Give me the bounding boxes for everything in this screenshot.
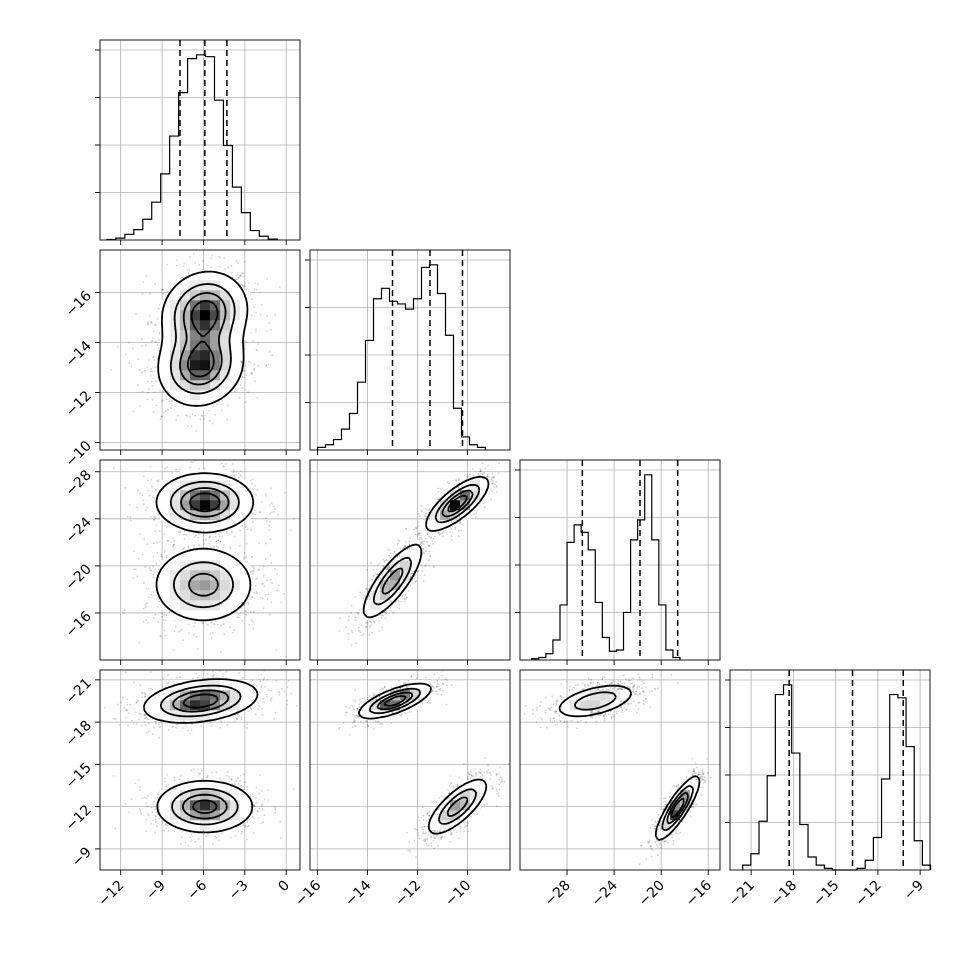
panel-frame — [309, 249, 511, 451]
contour-level-2 — [171, 689, 230, 820]
contour-level-2 — [381, 489, 474, 595]
density-panel-2-0 — [95, 459, 301, 665]
contour-level-3 — [182, 693, 219, 814]
contour-level-0 — [362, 476, 490, 619]
histogram-steps-1 — [316, 264, 487, 450]
contour-level-1 — [169, 480, 240, 609]
histogram-steps-2 — [531, 474, 681, 660]
histogram-steps-3 — [742, 684, 932, 871]
panel-frame — [309, 669, 511, 871]
density-panel-3-1 — [309, 669, 511, 875]
contour-level-2 — [179, 292, 227, 386]
panel-frame — [519, 669, 721, 871]
contour-level-0 — [558, 684, 701, 841]
contour-level-3 — [186, 300, 219, 378]
contour-level-0 — [157, 270, 249, 407]
contour-level-1 — [160, 684, 242, 826]
contour-level-2 — [666, 791, 689, 825]
contour-level-2 — [376, 691, 469, 817]
density-panel-3-0 — [95, 669, 301, 875]
panel-frame — [99, 39, 301, 241]
contour-level-2 — [180, 487, 230, 597]
density-fill — [160, 270, 251, 411]
panel-frame — [309, 459, 511, 661]
contour-level-0 — [358, 682, 488, 835]
density-content — [100, 670, 300, 870]
panel-frame — [729, 669, 931, 871]
density-panel-3-2 — [519, 669, 721, 875]
histogram-panel-3 — [725, 669, 932, 875]
density-panel-1-0 — [95, 249, 301, 455]
contour-level-1 — [574, 691, 694, 832]
panel-frame — [519, 459, 721, 661]
histogram-panel-0 — [95, 39, 301, 245]
contour-level-0 — [142, 678, 259, 834]
contour-level-3 — [189, 492, 221, 513]
contour-level-1 — [372, 483, 481, 606]
histogram-panel-1 — [305, 249, 511, 455]
density-content — [310, 670, 510, 870]
panel-frame — [99, 459, 301, 661]
panel-frame — [99, 669, 301, 871]
density-fill — [150, 470, 261, 621]
contour-level-3 — [383, 695, 407, 707]
density-panel-2-1 — [309, 459, 511, 665]
contour-level-3 — [670, 797, 685, 819]
contour-level-3 — [447, 494, 468, 513]
histogram-panel-2 — [515, 459, 721, 665]
histogram-steps-0 — [106, 54, 278, 241]
density-content — [310, 460, 510, 660]
panel-frame — [99, 249, 301, 451]
density-content — [520, 670, 720, 870]
density-content — [100, 460, 300, 660]
density-content — [100, 250, 300, 450]
contour-level-1 — [368, 687, 477, 825]
contour-level-0 — [155, 472, 255, 622]
contour-level-1 — [169, 283, 236, 395]
